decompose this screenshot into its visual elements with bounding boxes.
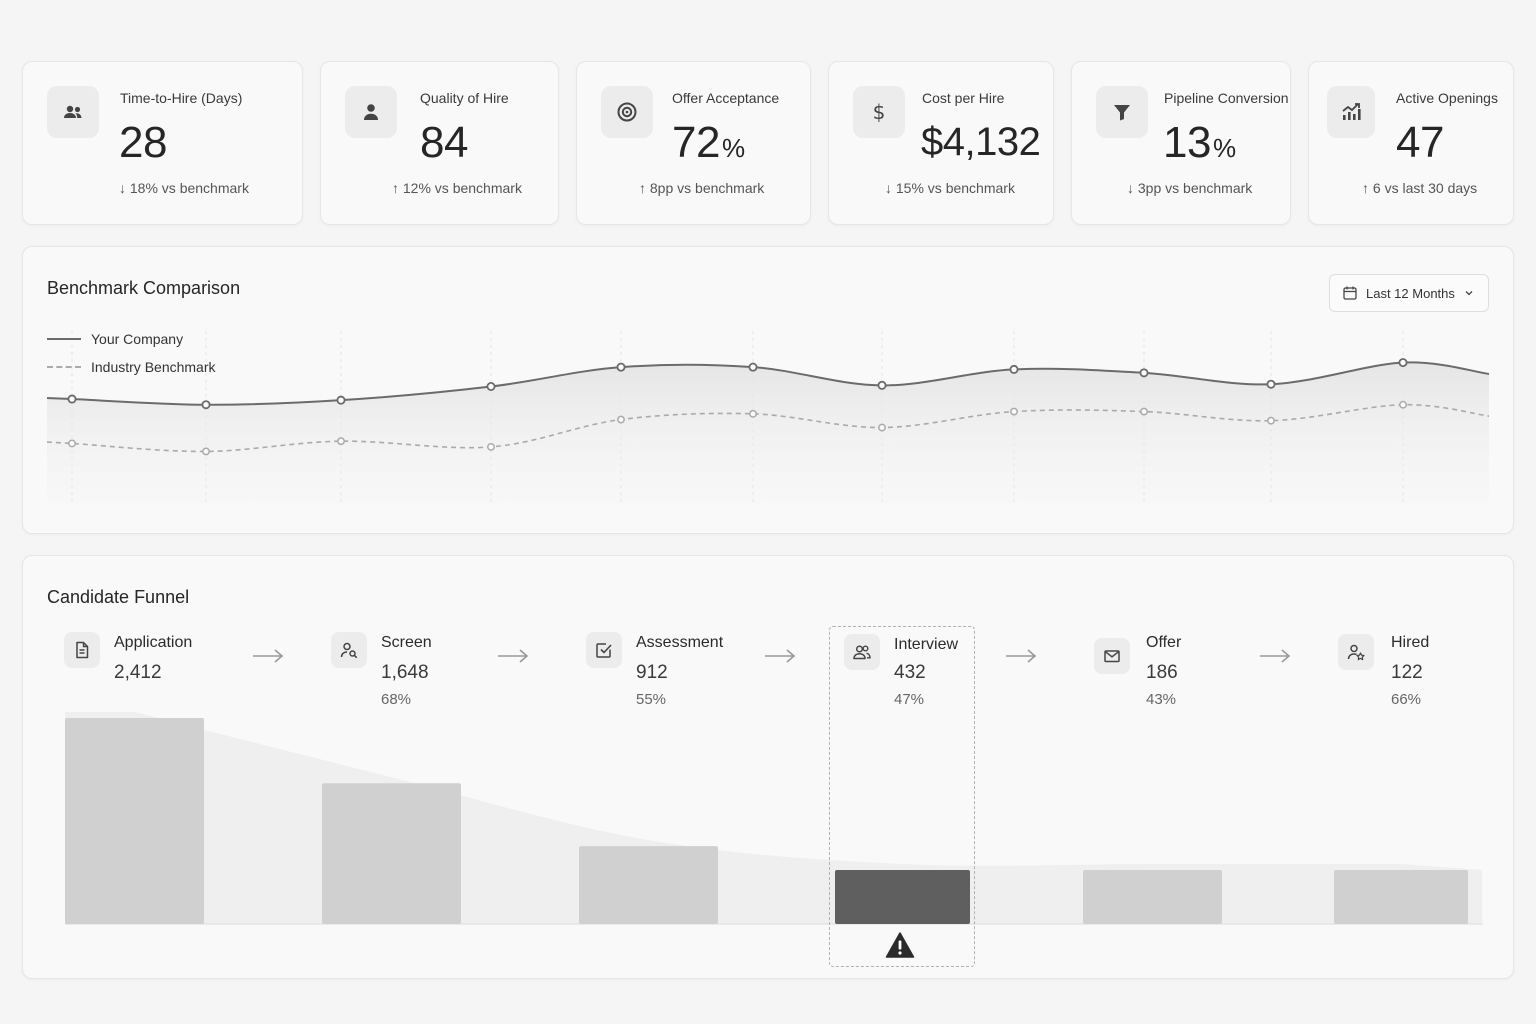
document-icon	[64, 632, 100, 668]
funnel-bar-screen	[322, 783, 461, 924]
calendar-icon	[1343, 286, 1357, 300]
date-range-label: Last 12 Months	[1366, 285, 1455, 301]
kpi-value: 72%	[672, 118, 745, 167]
arrow-right-icon	[253, 649, 284, 663]
kpi-label: Offer Acceptance	[672, 90, 780, 106]
data-point-industry-benchmark	[68, 439, 76, 448]
kpi-card-cost-per-hire[interactable]: $ Cost per Hire $4,132 ↓ 15% vs benchmar…	[828, 61, 1054, 225]
kpi-delta: ↓ 18% vs benchmark	[119, 180, 249, 196]
legend-item-industry-benchmark: Industry Benchmark	[47, 353, 216, 381]
legend-swatch-dashed	[47, 366, 81, 368]
data-point-your-company	[1266, 379, 1276, 389]
data-point-your-company	[201, 400, 211, 410]
filter-icon	[1096, 86, 1148, 138]
arrow-up-icon: ↑	[639, 180, 646, 196]
dollar-icon: $	[853, 86, 905, 138]
funnel-bar-hired	[1334, 870, 1468, 924]
kpi-card-offer-acceptance[interactable]: Offer Acceptance 72% ↑ 8pp vs benchmark	[576, 61, 811, 225]
user-star-icon	[1338, 634, 1374, 670]
growth-chart-icon	[1327, 86, 1375, 138]
funnel-bar-offer	[1083, 870, 1222, 924]
funnel-bar-application	[65, 718, 204, 924]
data-point-industry-benchmark	[202, 447, 210, 456]
data-point-your-company	[336, 395, 346, 405]
benchmark-comparison-card: Benchmark Comparison Your Company Indust…	[22, 246, 1514, 534]
data-point-your-company	[877, 380, 887, 390]
people-icon	[47, 86, 99, 138]
kpi-delta: ↑ 12% vs benchmark	[392, 180, 522, 196]
arrow-up-icon: ↑	[392, 180, 399, 196]
funnel-title: Candidate Funnel	[47, 587, 190, 607]
data-point-your-company	[67, 394, 77, 404]
arrow-down-icon: ↓	[119, 180, 126, 196]
funnel-bar-chart	[65, 712, 1483, 925]
data-point-industry-benchmark	[617, 415, 625, 424]
data-point-industry-benchmark	[1267, 416, 1275, 425]
data-point-industry-benchmark	[878, 423, 886, 432]
candidate-funnel-card: Candidate Funnel Application 2,412 Scree…	[22, 555, 1514, 979]
benchmark-line-chart	[46, 331, 1490, 505]
kpi-card-active-openings[interactable]: Active Openings 47 ↑ 6 vs last 30 days	[1308, 61, 1514, 225]
kpi-card-pipeline-conversion[interactable]: Pipeline Conversion 13% ↓ 3pp vs benchma…	[1071, 61, 1291, 225]
kpi-delta: ↑ 6 vs last 30 days	[1362, 180, 1478, 196]
kpi-label: Pipeline Conversion	[1164, 90, 1289, 106]
chart-legend: Your Company Industry Benchmark	[47, 325, 216, 381]
data-point-your-company	[1009, 364, 1019, 374]
warning-icon[interactable]	[885, 931, 915, 959]
arrow-right-icon	[765, 649, 796, 663]
target-icon	[601, 86, 653, 138]
date-range-dropdown[interactable]: Last 12 Months	[1329, 274, 1489, 312]
data-point-industry-benchmark	[337, 437, 345, 446]
benchmark-title: Benchmark Comparison	[47, 278, 241, 298]
chart-area-fill	[47, 362, 1489, 505]
kpi-value: $4,132	[921, 120, 1041, 164]
data-point-industry-benchmark	[1140, 407, 1148, 416]
arrow-down-icon: ↓	[885, 180, 892, 196]
kpi-label: Time-to-Hire (Days)	[120, 90, 243, 106]
person-icon	[345, 86, 397, 138]
funnel-bar-assessment	[579, 846, 718, 924]
kpi-delta: ↓ 15% vs benchmark	[885, 180, 1015, 196]
data-point-your-company	[1398, 358, 1408, 368]
kpi-delta: ↓ 3pp vs benchmark	[1127, 180, 1253, 196]
kpi-label: Cost per Hire	[922, 90, 1005, 106]
kpi-value: 13%	[1163, 118, 1236, 167]
funnel-flow-area	[65, 712, 1482, 924]
svg-text:$: $	[873, 100, 886, 124]
checkbox-icon	[586, 632, 622, 668]
kpi-value: 47	[1396, 118, 1444, 167]
data-point-your-company	[616, 362, 626, 372]
arrow-right-icon	[498, 649, 529, 663]
arrow-down-icon: ↓	[1127, 180, 1134, 196]
data-point-industry-benchmark	[1399, 400, 1407, 409]
data-point-industry-benchmark	[487, 442, 495, 451]
arrow-up-icon: ↑	[1362, 180, 1369, 196]
data-point-your-company	[748, 362, 758, 372]
arrow-right-icon	[1260, 649, 1291, 663]
kpi-label: Active Openings	[1396, 90, 1498, 106]
chevron-down-icon	[1465, 291, 1473, 296]
kpi-value: 28	[119, 118, 167, 167]
arrow-right-icon	[1006, 649, 1037, 663]
kpi-card-time-to-hire[interactable]: Time-to-Hire (Days) 28 ↓ 18% vs benchmar…	[22, 61, 303, 225]
legend-item-your-company: Your Company	[47, 325, 216, 353]
funnel-bar-interview	[835, 870, 970, 924]
legend-swatch-solid	[47, 338, 81, 340]
data-point-your-company	[1139, 368, 1149, 378]
kpi-value: 84	[420, 118, 468, 167]
interview-highlight-frame	[829, 626, 975, 967]
kpi-label: Quality of Hire	[420, 90, 509, 106]
data-point-industry-benchmark	[1010, 407, 1018, 416]
data-point-industry-benchmark	[749, 409, 757, 418]
users-icon	[844, 634, 880, 670]
kpi-delta: ↑ 8pp vs benchmark	[639, 180, 765, 196]
user-search-icon	[331, 632, 367, 668]
kpi-card-quality-of-hire[interactable]: Quality of Hire 84 ↑ 12% vs benchmark	[320, 61, 559, 225]
mail-icon	[1094, 638, 1130, 674]
data-point-your-company	[486, 382, 496, 392]
